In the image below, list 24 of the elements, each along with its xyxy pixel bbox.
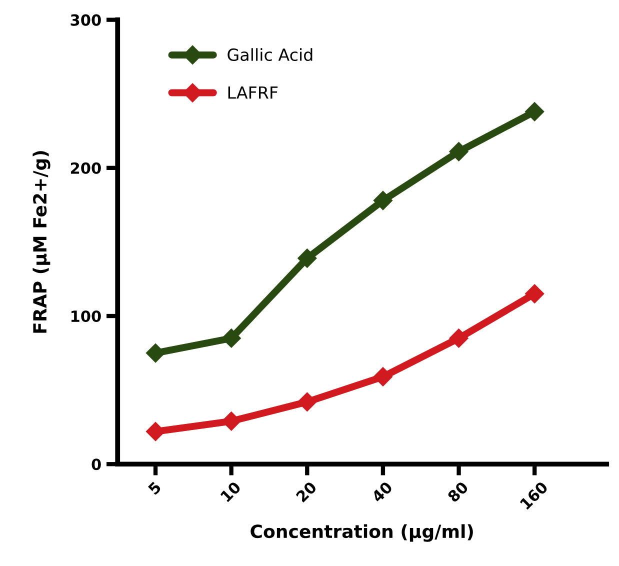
point: [146, 344, 166, 363]
point: [525, 102, 544, 122]
x-axis-title: Concentration (µg/ml): [250, 524, 473, 542]
legend-label: LAFRF: [228, 86, 278, 99]
y-tick-label: 300: [70, 14, 101, 26]
point: [298, 248, 317, 268]
x-tick-label: 80: [446, 480, 469, 503]
point: [298, 392, 317, 412]
point: [525, 284, 544, 304]
legend-label: Gallic Acid: [228, 48, 312, 62]
point: [449, 142, 468, 162]
y-tick-label: 100: [71, 310, 101, 322]
x-tick-label: 10: [220, 480, 242, 502]
y-axis-title: FRAP (µM Fe2+/g): [32, 151, 50, 333]
point: [373, 367, 392, 386]
point: [449, 328, 468, 348]
y-tick-label: 0: [92, 458, 101, 470]
x-tick-label: 40: [370, 480, 394, 503]
y-tick-label: 200: [70, 162, 101, 174]
point: [222, 328, 241, 348]
point: [373, 190, 392, 210]
point: [222, 412, 241, 431]
x-tick-label: 20: [295, 480, 318, 503]
x-tick-label: 5: [148, 481, 162, 496]
